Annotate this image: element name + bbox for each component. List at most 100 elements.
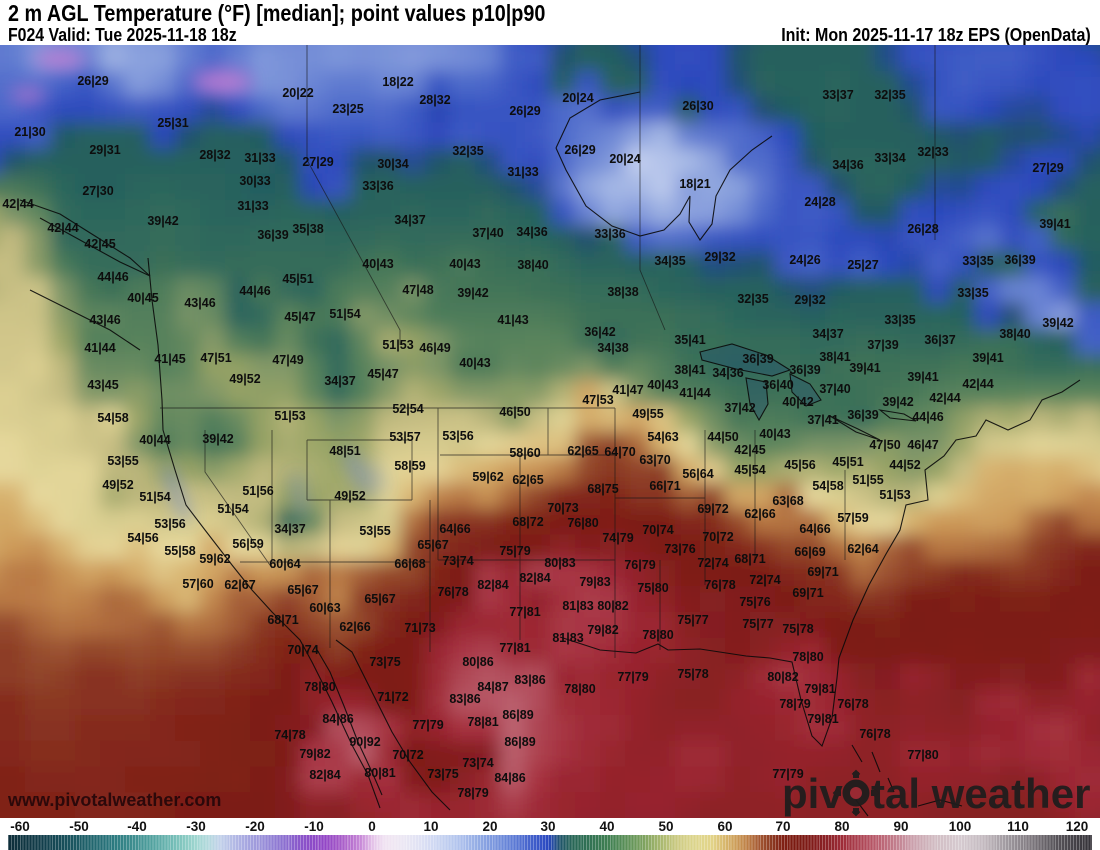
svg-text:40|43: 40|43 — [449, 257, 480, 271]
svg-text:77|79: 77|79 — [412, 718, 443, 732]
svg-text:41|44: 41|44 — [84, 341, 115, 355]
svg-text:60|63: 60|63 — [309, 601, 340, 615]
svg-text:34|36: 34|36 — [832, 158, 863, 172]
svg-text:28|32: 28|32 — [419, 93, 450, 107]
svg-text:51|54: 51|54 — [139, 490, 170, 504]
svg-text:51|54: 51|54 — [217, 502, 248, 516]
svg-text:44|50: 44|50 — [707, 430, 738, 444]
svg-text:82|84: 82|84 — [309, 768, 340, 782]
svg-text:81|83: 81|83 — [562, 599, 593, 613]
svg-text:39|41: 39|41 — [849, 361, 880, 375]
svg-text:75|76: 75|76 — [739, 595, 770, 609]
svg-text:39|42: 39|42 — [202, 432, 233, 446]
svg-text:57|60: 57|60 — [182, 577, 213, 591]
svg-text:31|33: 31|33 — [507, 165, 538, 179]
svg-text:40|42: 40|42 — [782, 395, 813, 409]
svg-text:44|46: 44|46 — [97, 270, 128, 284]
svg-text:45|51: 45|51 — [832, 455, 863, 469]
svg-text:46|49: 46|49 — [419, 341, 450, 355]
svg-text:piv: piv — [782, 770, 843, 817]
svg-text:54|58: 54|58 — [97, 411, 128, 425]
svg-text:25|27: 25|27 — [847, 258, 878, 272]
svg-text:40|44: 40|44 — [139, 433, 170, 447]
svg-text:tal weather: tal weather — [871, 770, 1090, 817]
svg-text:25|31: 25|31 — [157, 116, 188, 130]
svg-text:70|73: 70|73 — [547, 501, 578, 515]
svg-text:33|37: 33|37 — [822, 88, 853, 102]
svg-text:42|44: 42|44 — [47, 221, 78, 235]
svg-text:54|63: 54|63 — [647, 430, 678, 444]
svg-text:35|38: 35|38 — [292, 222, 323, 236]
svg-text:32|35: 32|35 — [452, 144, 483, 158]
svg-text:54|56: 54|56 — [127, 531, 158, 545]
svg-text:80|86: 80|86 — [462, 655, 493, 669]
svg-text:55|58: 55|58 — [164, 544, 195, 558]
svg-text:79|82: 79|82 — [587, 623, 618, 637]
svg-text:26|29: 26|29 — [509, 104, 540, 118]
svg-text:76|78: 76|78 — [837, 697, 868, 711]
svg-text:37|41: 37|41 — [807, 413, 838, 427]
svg-text:75|78: 75|78 — [782, 622, 813, 636]
svg-text:33|36: 33|36 — [362, 179, 393, 193]
svg-text:45|47: 45|47 — [284, 310, 315, 324]
svg-text:68|71: 68|71 — [734, 552, 765, 566]
svg-text:79|81: 79|81 — [804, 682, 835, 696]
svg-text:34|36: 34|36 — [516, 225, 547, 239]
svg-text:78|80: 78|80 — [564, 682, 595, 696]
svg-text:53|56: 53|56 — [154, 517, 185, 531]
svg-text:34|37: 34|37 — [274, 522, 305, 536]
svg-text:29|32: 29|32 — [794, 293, 825, 307]
svg-text:33|35: 33|35 — [884, 313, 915, 327]
svg-text:29|31: 29|31 — [89, 143, 120, 157]
svg-text:26|29: 26|29 — [77, 74, 108, 88]
svg-text:53|55: 53|55 — [359, 524, 390, 538]
svg-text:53|57: 53|57 — [389, 430, 420, 444]
svg-text:65|67: 65|67 — [287, 583, 318, 597]
svg-text:73|74: 73|74 — [462, 756, 493, 770]
svg-text:30|34: 30|34 — [377, 157, 408, 171]
svg-text:41|43: 41|43 — [497, 313, 528, 327]
svg-text:90|92: 90|92 — [349, 735, 380, 749]
svg-text:28|32: 28|32 — [199, 148, 230, 162]
svg-text:78|79: 78|79 — [457, 786, 488, 800]
svg-text:38|38: 38|38 — [607, 285, 638, 299]
svg-text:38|41: 38|41 — [674, 363, 705, 377]
svg-text:37|42: 37|42 — [724, 401, 755, 415]
svg-text:78|80: 78|80 — [792, 650, 823, 664]
svg-text:37|40: 37|40 — [819, 382, 850, 396]
svg-text:58|60: 58|60 — [509, 446, 540, 460]
svg-text:26|29: 26|29 — [564, 143, 595, 157]
svg-text:52|54: 52|54 — [392, 402, 423, 416]
svg-text:64|66: 64|66 — [799, 522, 830, 536]
svg-text:63|70: 63|70 — [639, 453, 670, 467]
svg-text:37|40: 37|40 — [472, 226, 503, 240]
svg-text:45|54: 45|54 — [734, 463, 765, 477]
svg-text:45|56: 45|56 — [784, 458, 815, 472]
svg-text:51|53: 51|53 — [879, 488, 910, 502]
svg-text:46|50: 46|50 — [499, 405, 530, 419]
svg-text:70|72: 70|72 — [702, 530, 733, 544]
svg-text:78|79: 78|79 — [779, 697, 810, 711]
svg-text:64|70: 64|70 — [604, 445, 635, 459]
svg-text:39|42: 39|42 — [1042, 316, 1073, 330]
svg-text:75|80: 75|80 — [637, 581, 668, 595]
svg-text:21|30: 21|30 — [14, 125, 45, 139]
svg-text:56|64: 56|64 — [682, 467, 713, 481]
svg-text:39|41: 39|41 — [907, 370, 938, 384]
svg-text:42|45: 42|45 — [84, 237, 115, 251]
svg-text:69|71: 69|71 — [792, 586, 823, 600]
svg-text:77|81: 77|81 — [499, 641, 530, 655]
svg-text:76|80: 76|80 — [567, 516, 598, 530]
svg-text:34|37: 34|37 — [324, 374, 355, 388]
svg-text:59|62: 59|62 — [472, 470, 503, 484]
svg-text:47|50: 47|50 — [869, 438, 900, 452]
svg-text:31|33: 31|33 — [237, 199, 268, 213]
svg-text:53|56: 53|56 — [442, 429, 473, 443]
svg-text:82|84: 82|84 — [519, 571, 550, 585]
svg-text:82|84: 82|84 — [477, 578, 508, 592]
svg-text:36|40: 36|40 — [762, 378, 793, 392]
svg-text:27|29: 27|29 — [1032, 161, 1063, 175]
svg-text:63|68: 63|68 — [772, 494, 803, 508]
svg-text:47|53: 47|53 — [582, 393, 613, 407]
svg-text:26|28: 26|28 — [907, 222, 938, 236]
